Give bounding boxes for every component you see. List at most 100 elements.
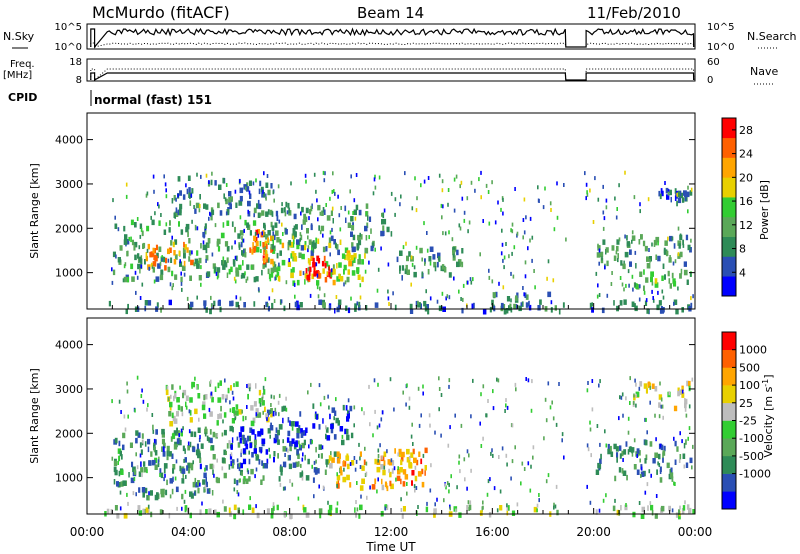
- heatmap-cell: [239, 215, 242, 220]
- heatmap-cell: [249, 442, 253, 449]
- heatmap-cell: [221, 394, 225, 400]
- heatmap-cell: [169, 494, 172, 499]
- heatmap-cell: [259, 402, 262, 407]
- heatmap-cell: [196, 295, 198, 300]
- heatmap-cell: [311, 241, 314, 248]
- heatmap-cell: [269, 425, 274, 431]
- heatmap-cell: [275, 210, 279, 217]
- heatmap-cell: [301, 253, 305, 260]
- heatmap-cell: [271, 508, 274, 513]
- heatmap-cell: [307, 235, 309, 240]
- heatmap-cell: [399, 467, 403, 473]
- heatmap-cell: [331, 227, 333, 232]
- heatmap-cell: [317, 204, 321, 211]
- heatmap-cell: [257, 287, 260, 292]
- heatmap-cell: [623, 299, 627, 305]
- heatmap-cell: [434, 265, 437, 272]
- heatmap-cell: [612, 505, 616, 512]
- heatmap-cell: [128, 472, 130, 478]
- heatmap-cell: [409, 303, 413, 310]
- heatmap-cell: [313, 494, 315, 499]
- heatmap-cell: [424, 465, 427, 471]
- velocity-cbar-label: Velocity [m s-1]: [761, 374, 775, 457]
- heatmap-cell: [452, 253, 455, 258]
- heatmap-cell: [191, 219, 193, 224]
- heatmap-cell: [550, 307, 553, 313]
- heatmap-cell: [420, 458, 423, 465]
- heatmap-cell: [279, 482, 282, 487]
- heatmap-cell: [249, 230, 252, 236]
- heatmap-cell: [510, 307, 513, 313]
- heatmap-cell: [539, 299, 542, 305]
- heatmap-cell: [500, 207, 502, 212]
- heatmap-cell: [185, 223, 190, 230]
- heatmap-cell: [633, 464, 637, 470]
- heatmap-cell: [400, 459, 403, 466]
- heatmap-cell: [386, 485, 389, 492]
- heatmap-cell: [205, 465, 208, 471]
- heatmap-cell: [169, 478, 173, 484]
- heatmap-cell: [547, 291, 552, 298]
- heatmap-cell: [278, 276, 281, 282]
- heatmap-cell: [653, 239, 658, 246]
- heatmap-cell: [316, 285, 319, 290]
- heatmap-cell: [263, 171, 265, 176]
- heatmap-cell: [633, 394, 636, 401]
- heatmap-cell: [344, 428, 348, 435]
- heatmap-cell: [266, 174, 269, 178]
- heatmap-cell: [461, 307, 464, 314]
- heatmap-cell: [285, 280, 288, 285]
- heatmap-cell: [331, 189, 334, 194]
- heatmap-cell: [351, 260, 354, 267]
- heatmap-cell: [621, 468, 624, 474]
- heatmap-cell: [649, 441, 653, 447]
- heatmap-cell: [312, 257, 315, 264]
- heatmap-cell: [659, 466, 662, 472]
- heatmap-cell: [377, 267, 380, 272]
- heatmap-cell: [190, 193, 193, 198]
- heatmap-cell: [171, 384, 174, 390]
- heatmap-cell: [364, 269, 367, 274]
- heatmap-cell: [202, 244, 207, 251]
- heatmap-cell: [406, 457, 411, 463]
- heatmap-cell: [250, 468, 254, 475]
- heatmap-cell: [380, 417, 383, 422]
- heatmap-cell: [258, 412, 262, 418]
- heatmap-cell: [343, 254, 346, 259]
- heatmap-cell: [317, 294, 320, 299]
- heatmap-cell: [300, 303, 303, 307]
- heatmap-cell: [209, 463, 214, 470]
- heatmap-cell: [108, 300, 111, 307]
- heatmap-cell: [160, 491, 165, 498]
- heatmap-cell: [417, 300, 419, 305]
- heatmap-cell: [252, 181, 255, 186]
- heatmap-cell: [270, 183, 273, 189]
- heatmap-cell: [354, 507, 356, 513]
- heatmap-cell: [205, 258, 207, 263]
- heatmap-cell: [642, 240, 646, 247]
- heatmap-cell: [381, 410, 384, 415]
- heatmap-cell: [611, 245, 615, 251]
- heatmap-cell: [380, 230, 384, 237]
- heatmap-cell: [339, 466, 342, 472]
- heatmap-cell: [305, 427, 308, 433]
- heatmap-cell: [408, 462, 412, 468]
- heatmap-cell: [223, 412, 227, 418]
- heatmap-cell: [441, 264, 445, 270]
- heatmap-cell: [231, 300, 234, 306]
- heatmap-cell: [381, 478, 383, 485]
- heatmap-cell: [177, 209, 179, 216]
- heatmap-cell: [256, 512, 260, 519]
- heatmap-cell: [281, 406, 284, 412]
- heatmap-cell: [180, 430, 183, 437]
- heatmap-cell: [205, 255, 209, 261]
- heatmap-cell: [152, 459, 156, 466]
- heatmap-cell: [443, 498, 445, 503]
- heatmap-cell: [448, 295, 451, 300]
- heatmap-cell: [172, 432, 174, 437]
- heatmap-cell: [307, 258, 310, 264]
- heatmap-cell: [397, 469, 401, 475]
- heatmap-cell: [399, 202, 401, 207]
- heatmap-cell: [197, 487, 200, 494]
- heatmap-cell: [265, 196, 267, 201]
